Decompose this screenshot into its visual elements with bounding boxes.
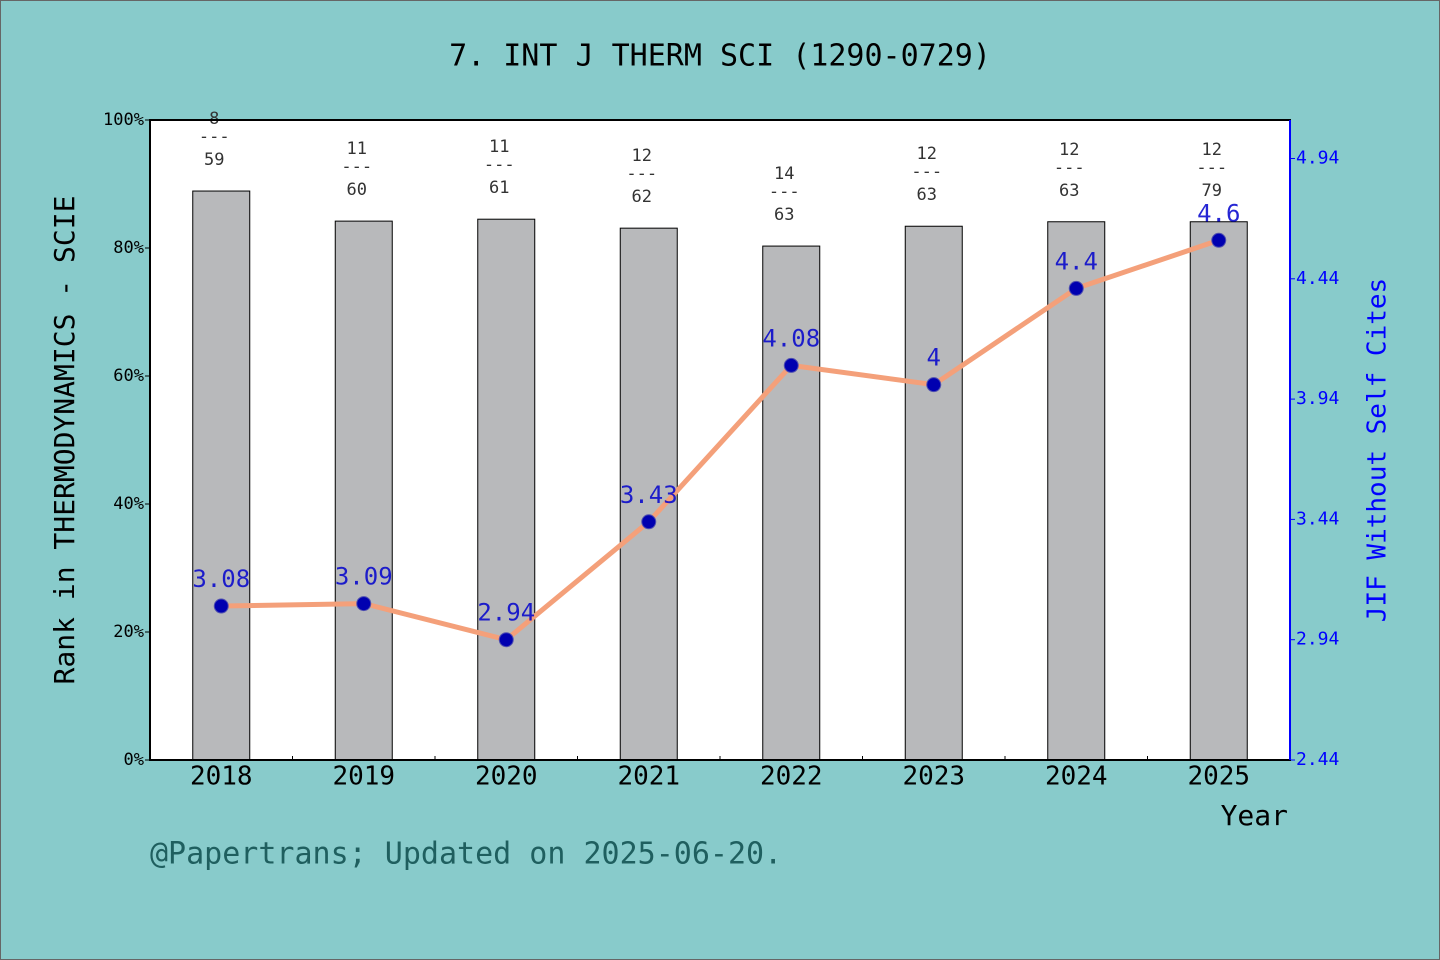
marker: [498, 632, 514, 648]
y-tick-label: 20%: [113, 622, 144, 642]
rank-total: 60: [347, 180, 367, 200]
marker: [783, 357, 799, 373]
value-label: 4: [927, 344, 941, 372]
bar: [1189, 221, 1248, 761]
y2-tick-label: 2.44: [1296, 749, 1339, 770]
bar: [334, 220, 393, 761]
rank-total: 62: [632, 187, 652, 207]
rank-label: 12: [1202, 140, 1222, 160]
marker: [1068, 280, 1084, 296]
marker: [213, 598, 229, 614]
y-tick-label: 40%: [113, 494, 144, 514]
bar: [762, 245, 821, 761]
y2-tick-label: 2.94: [1296, 629, 1339, 650]
value-label: 3.09: [335, 563, 393, 591]
x-tick-label: 2024: [1045, 762, 1108, 792]
marker: [356, 596, 372, 612]
rank-total: 63: [1059, 181, 1079, 201]
rank-total: 59: [204, 150, 224, 170]
rank-label: 14: [774, 164, 794, 184]
y2-tick-label: 3.44: [1296, 508, 1339, 529]
y2-tick-label: 3.94: [1296, 388, 1339, 409]
bar: [904, 225, 963, 761]
marker: [926, 377, 942, 393]
rank-separator: ---: [911, 162, 942, 182]
y-tick-label: 100%: [103, 110, 144, 130]
marker: [641, 514, 657, 530]
rank-separator: ---: [484, 155, 515, 175]
x-tick-label: 2021: [617, 762, 680, 792]
rank-total: 63: [774, 205, 794, 225]
bar: [1047, 221, 1106, 761]
rank-separator: ---: [1196, 158, 1227, 178]
value-label: 3.43: [620, 481, 678, 509]
line: [221, 237, 1220, 643]
rank-separator: ---: [626, 164, 657, 184]
x-tick-label: 2025: [1187, 762, 1250, 792]
marker: [1211, 232, 1227, 248]
rank-total: 63: [917, 185, 937, 205]
bar: [192, 190, 251, 761]
y-tick-label: 80%: [113, 238, 144, 258]
rank-label: 11: [347, 139, 367, 159]
rank-total: 61: [489, 178, 509, 198]
rank-separator: ---: [199, 127, 230, 147]
x-tick-label: 2023: [902, 762, 965, 792]
value-label: 2.94: [477, 599, 535, 627]
footnote: @Papertrans; Updated on 2025-06-20.: [150, 837, 782, 872]
rank-separator: ---: [341, 157, 372, 177]
value-label: 4.08: [762, 324, 820, 352]
bar: [619, 227, 678, 761]
rank-label: 12: [917, 144, 937, 164]
value-label: 3.08: [192, 565, 250, 593]
rank-label: 12: [1059, 140, 1079, 160]
bar: [477, 218, 536, 761]
y2-axis-label: JIF Without Self Cites: [1363, 278, 1393, 622]
y2-tick-label: 4.94: [1296, 147, 1339, 168]
x-axis-label: Year: [1221, 799, 1288, 832]
value-label: 4.4: [1055, 247, 1098, 275]
x-tick-label: 2022: [760, 762, 823, 792]
chart-title: 7. INT J THERM SCI (1290-0729): [449, 39, 991, 74]
x-tick-label: 2018: [190, 762, 253, 792]
value-label: 4.6: [1197, 199, 1240, 227]
rank-separator: ---: [769, 182, 800, 202]
y-tick-label: 0%: [124, 750, 144, 770]
rank-label: 11: [489, 137, 509, 157]
x-tick-label: 2020: [475, 762, 538, 792]
rank-total: 79: [1202, 181, 1222, 201]
y-axis-label: Rank in THERMODYNAMICS - SCIE: [48, 196, 81, 685]
rank-separator: ---: [1054, 158, 1085, 178]
x-tick-label: 2019: [332, 762, 395, 792]
rank-label: 12: [632, 146, 652, 166]
y2-tick-label: 4.44: [1296, 268, 1339, 289]
y-tick-label: 60%: [113, 366, 144, 386]
